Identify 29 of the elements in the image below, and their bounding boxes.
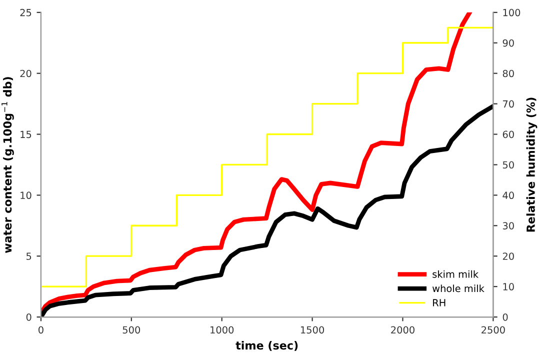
y2-tick-label: 0 xyxy=(502,313,508,321)
y2-tick-label: 20 xyxy=(502,252,514,260)
y-tick-label: 25 xyxy=(20,8,32,16)
y2-tick-label: 90 xyxy=(502,39,514,47)
x-tick-label: 1500 xyxy=(300,326,324,334)
y2-tick-label: 70 xyxy=(503,100,514,108)
y-tick-label: 5 xyxy=(26,252,32,260)
y2-tick-label: 50 xyxy=(502,161,514,169)
y2-tick-label: 80 xyxy=(502,70,514,78)
x-axis-title: time (sec) xyxy=(236,341,298,351)
x-tick-label: 0 xyxy=(38,326,44,334)
y-tick-label: 10 xyxy=(20,192,32,200)
x-tick-label: 2500 xyxy=(482,326,505,334)
y2-axis-title: Relative humidity (%) xyxy=(526,98,538,232)
x-tick-label: 500 xyxy=(122,326,140,334)
legend-label: RH xyxy=(433,299,446,306)
y2-tick-label: 100 xyxy=(503,8,520,16)
legend-label: whole milk xyxy=(432,284,484,292)
y2-tick-label: 10 xyxy=(503,283,514,290)
legend-label: skim milk xyxy=(432,270,479,278)
y2-tick-label: 30 xyxy=(502,222,514,230)
x-tick-label: 1000 xyxy=(210,326,234,334)
x-tick-label: 2000 xyxy=(391,326,414,334)
y2-tick-label: 60 xyxy=(502,130,514,138)
y2-tick-label: 40 xyxy=(502,192,514,200)
y-tick-label: 0 xyxy=(26,313,32,321)
y-tick-label: 15 xyxy=(20,130,32,138)
y-tick-label: 20 xyxy=(20,70,32,78)
y-axis-title: water content (g.100g$^{−1}$ db) xyxy=(2,77,14,253)
